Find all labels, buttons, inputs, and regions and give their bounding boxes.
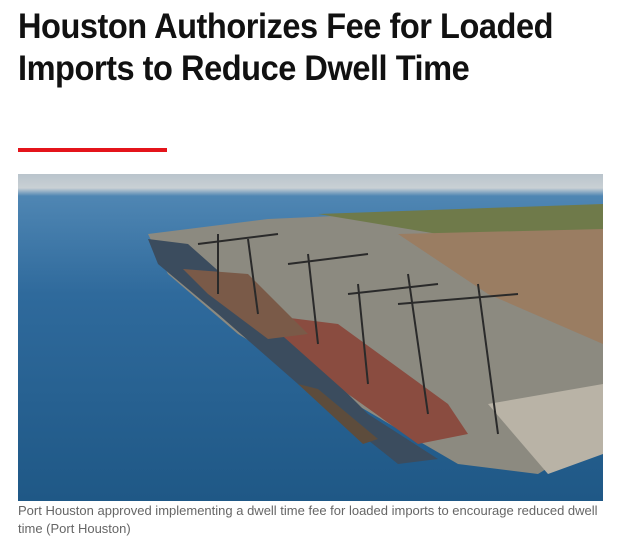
article-title: Houston Authorizes Fee for Loaded Import… (18, 7, 554, 88)
port-aerial-illustration (148, 204, 603, 474)
title-accent-divider (18, 148, 167, 152)
article-photo (18, 174, 603, 501)
photo-caption: Port Houston approved implementing a dwe… (18, 503, 598, 536)
